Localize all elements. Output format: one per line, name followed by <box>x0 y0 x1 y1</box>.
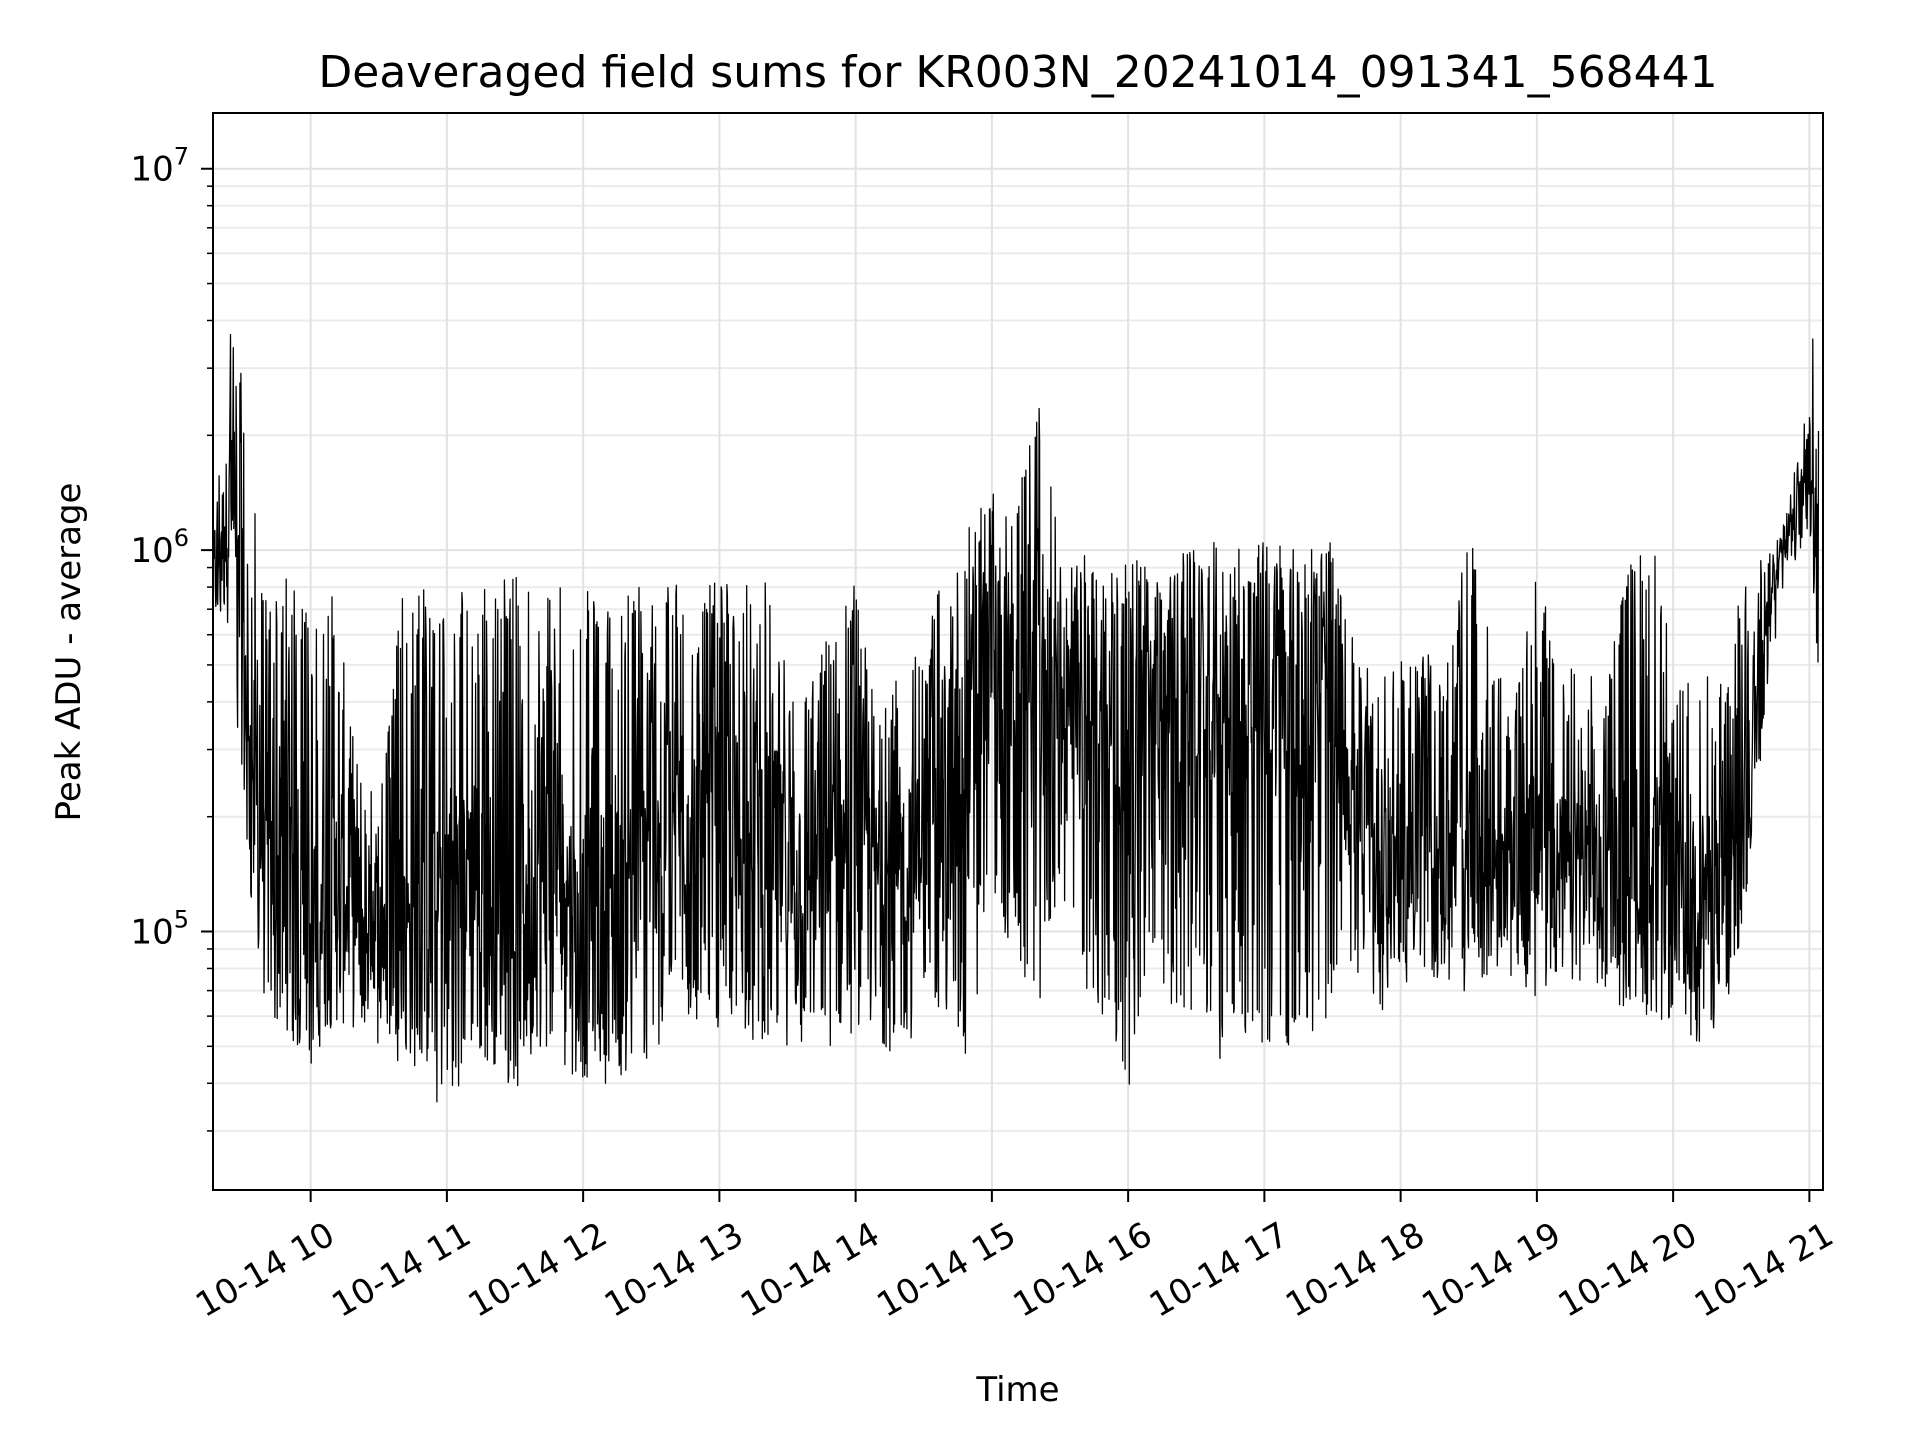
series-layer <box>212 333 1820 1103</box>
y-tick-label: 105 <box>130 906 189 953</box>
y-tick-label: 107 <box>130 143 189 190</box>
plot-frame <box>212 112 1824 1191</box>
y-tick-label: 106 <box>130 524 189 571</box>
y-axis-ticks: 105 106 107 <box>130 143 213 1132</box>
series-line <box>212 333 1820 1103</box>
x-axis-label: Time <box>975 1370 1059 1410</box>
y-axis-label: Peak ADU - average <box>49 483 89 822</box>
chart-title: Deaveraged field sums for KR003N_2024101… <box>318 47 1717 98</box>
